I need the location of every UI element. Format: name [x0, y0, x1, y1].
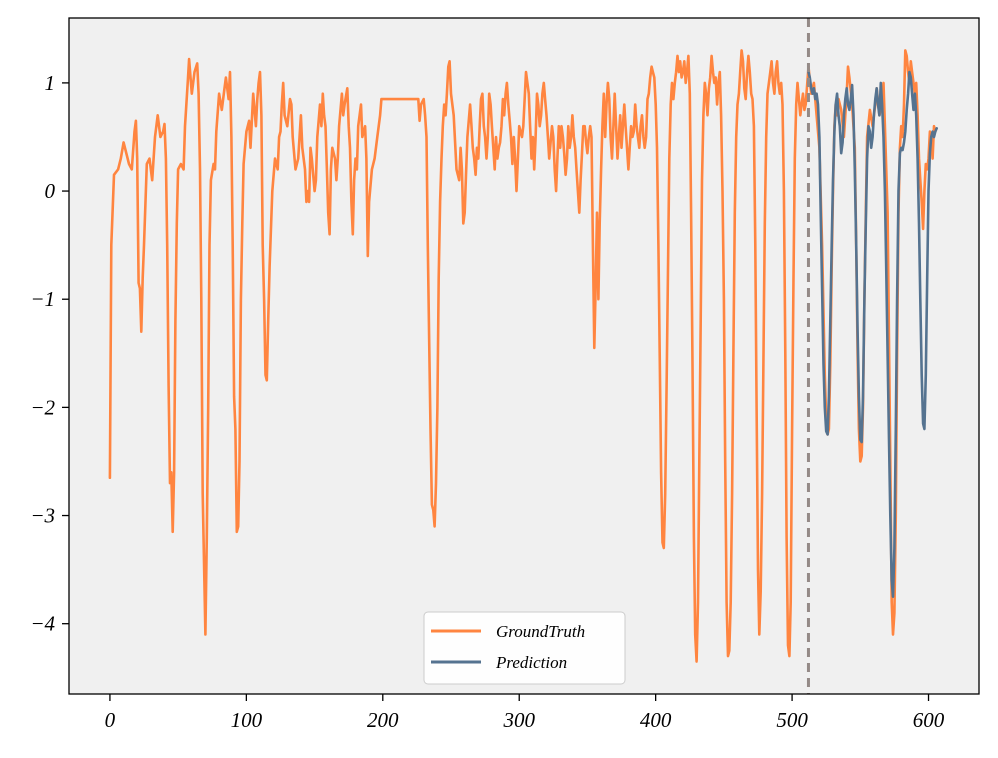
x-tick-label: 0	[105, 708, 116, 732]
y-tick-label: −3	[30, 504, 55, 528]
y-tick-label: 0	[45, 179, 56, 203]
legend: GroundTruth Prediction	[423, 611, 626, 685]
x-tick-label: 300	[502, 708, 535, 732]
x-tick-label: 600	[913, 708, 945, 732]
y-tick-label: −1	[30, 287, 55, 311]
y-tick-label: 1	[45, 71, 56, 95]
x-tick-label: 100	[231, 708, 263, 732]
x-tick-label: 200	[367, 708, 399, 732]
series-line-prediction	[807, 70, 938, 598]
y-tick-label: −4	[30, 612, 55, 636]
x-tick-label: 500	[776, 708, 808, 732]
plot-frame	[68, 17, 980, 695]
series-line-groundtruth	[108, 49, 937, 663]
x-axis: 0 100 200 300 400 500 600	[105, 694, 945, 732]
series-layer	[108, 49, 938, 663]
legend-label-prediction: Prediction	[495, 653, 567, 672]
x-tick-label: 400	[640, 708, 672, 732]
y-axis: 1 0 −1 −2 −3 −4	[30, 71, 69, 636]
legend-label-groundtruth: GroundTruth	[496, 622, 585, 641]
y-tick-label: −2	[30, 395, 55, 419]
